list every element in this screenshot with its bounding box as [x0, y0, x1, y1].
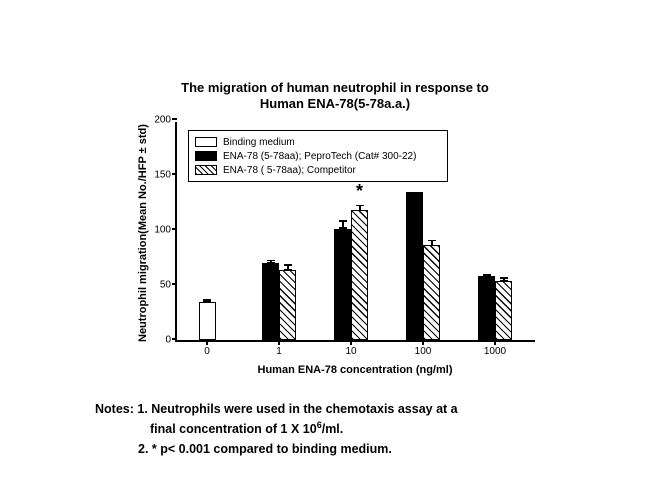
title-line-2: Human ENA-78(5-78a.a.)	[120, 96, 550, 112]
bar	[478, 276, 495, 340]
chart-container: The migration of human neutrophil in res…	[120, 80, 550, 390]
legend-item: Binding medium	[195, 135, 441, 149]
y-tick-label: 50	[160, 280, 177, 291]
legend-box: Binding medium ENA-78 (5-78aa); PeproTech…	[188, 130, 448, 182]
title-line-1: The migration of human neutrophil in res…	[120, 80, 550, 96]
bar	[406, 192, 423, 341]
bar	[495, 281, 512, 340]
notes-block: Notes: 1. Neutrophils were used in the c…	[95, 400, 458, 459]
y-tick-label: 100	[154, 225, 177, 236]
note-2: 2. * p< 0.001 compared to binding medium…	[138, 440, 458, 459]
bar	[262, 263, 279, 340]
legend-item: ENA-78 (5-78aa); PeproTech (Cat# 300-22)	[195, 149, 441, 163]
bar	[334, 229, 351, 340]
legend-swatch	[195, 137, 217, 147]
note-1-line-a: Notes: 1. Neutrophils were used in the c…	[95, 400, 458, 419]
y-tick-label: 0	[165, 335, 177, 346]
legend-item: ENA-78 ( 5-78aa); Competitor	[195, 163, 441, 177]
bar	[351, 210, 368, 340]
legend-label: ENA-78 ( 5-78aa); Competitor	[223, 165, 356, 176]
y-tick-label: 150	[154, 170, 177, 181]
legend-label: ENA-78 (5-78aa); PeproTech (Cat# 300-22)	[223, 151, 416, 162]
legend-label: Binding medium	[223, 137, 295, 148]
bar	[423, 245, 440, 340]
bar	[199, 302, 216, 341]
bar	[279, 270, 296, 340]
legend-swatch	[195, 151, 217, 161]
significance-marker: *	[356, 181, 363, 202]
y-axis-label: Neutrophil migration(Mean No./HFP ± std)	[137, 124, 149, 342]
y-tick-label: 200	[154, 115, 177, 126]
note-1-line-b: final concentration of 1 X 106/ml.	[150, 419, 458, 440]
x-axis-label: Human ENA-78 concentration (ng/ml)	[175, 364, 535, 376]
legend-swatch	[195, 165, 217, 175]
chart-title: The migration of human neutrophil in res…	[120, 80, 550, 113]
